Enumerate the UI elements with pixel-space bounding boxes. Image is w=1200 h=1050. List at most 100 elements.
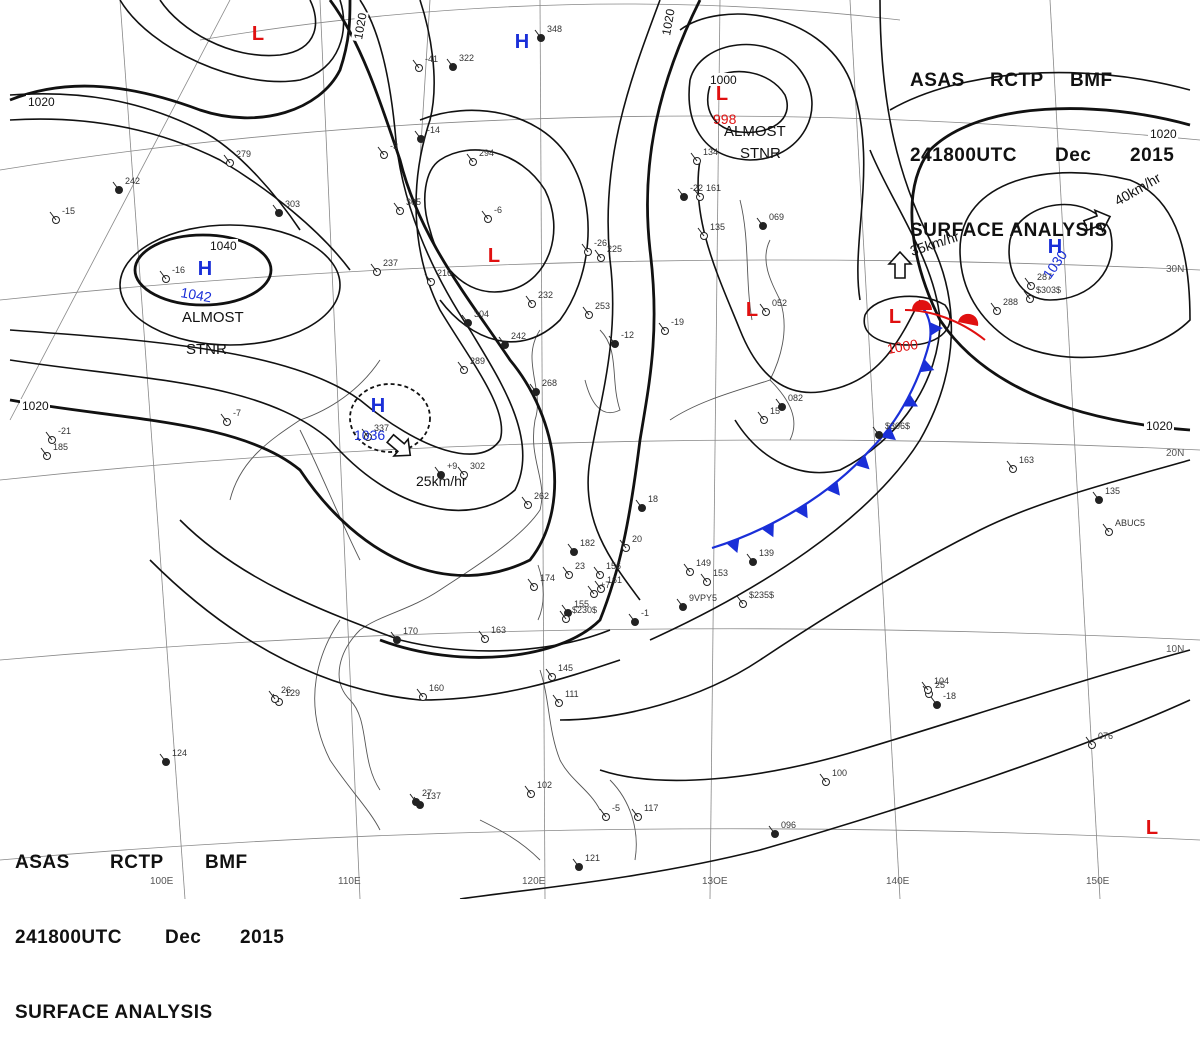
wind-barb [272,204,280,214]
high-center-h-north: H [515,31,529,53]
station-value: 225 [607,244,622,254]
wind-barb [567,543,575,553]
coastlines [229,199,795,861]
isobar-kam-2 [688,43,813,161]
wind-barb [159,270,167,280]
station-value: -19 [671,317,684,327]
wind-barb [594,249,602,259]
wind-barb [466,153,474,163]
low-center-l-mong: L [488,245,500,267]
wind-barb [1006,460,1014,470]
station-value: +7 [600,580,610,590]
speed-china-high: 25km/hr [416,473,467,489]
remark-kam-stnr: STNR [740,145,781,162]
station-value: 149 [696,558,711,568]
wind-barb [424,273,432,283]
station-value: 289 [470,356,485,366]
lon-label-100e: 100E [150,876,174,887]
isobar-mongol-2 [419,109,589,343]
remark-siberia-almost: ALMOST [182,309,244,326]
wind-barb [527,578,535,588]
wind-barb [529,383,537,393]
wind-barb [736,595,744,605]
lon-label-130e: 13OE [702,876,728,887]
isobar-west-1020 [9,0,557,577]
wind-barb [1024,277,1032,287]
isobar-south-1 [559,459,1191,721]
station-value: 25 [935,680,945,690]
station-value: -26 [594,238,607,248]
high-center-h-china: H [371,395,385,417]
isobar-west-a [9,0,524,512]
station-value: $230$ [572,605,597,615]
wind-barb [361,428,369,438]
header-product: SURFACE ANALYSIS [15,1002,213,1023]
isobar-label-bg [208,239,238,252]
header-agency: ASAS [910,70,965,91]
station-value: 153 [713,568,728,578]
remark-siberia-stnr: STNR [186,341,227,358]
motion-arrow-china-high [385,433,412,457]
station-value: 237 [383,258,398,268]
cold-front-triangle [794,503,808,519]
wind-barb [461,314,469,324]
station-value: 163 [1019,455,1034,465]
meridian-110e [319,0,361,899]
wind-barb [581,243,589,253]
wind-barb [412,59,420,69]
wind-barb [608,335,616,345]
china-coast [338,329,543,791]
station-value: 121 [585,853,600,863]
wind-barb [534,29,542,39]
station-value: 253 [595,301,610,311]
low-center-l-se: L [1146,817,1158,839]
wind-barb [572,858,580,868]
wind-barb [457,361,465,371]
station-value: 117 [644,803,658,813]
wind-barb [635,499,643,509]
header-office: RCTP [990,70,1044,91]
warm-front [904,300,986,341]
motion-arrows [385,208,1112,457]
station-value: 139 [759,548,774,558]
station-value: 124 [172,748,187,758]
warm-front-bump [912,300,932,310]
isobar-north-ring [9,93,301,231]
low-center-l-japan: L [746,299,758,321]
lon-label-120e: 120E [522,876,546,887]
header-time: 241800UTC [15,927,122,948]
graticule [0,0,1200,899]
wind-barb [594,580,602,590]
wind-barb [1023,290,1031,300]
wind-barb [683,563,691,573]
wind-barb [921,681,929,691]
low-center-l-nw: L [252,23,264,45]
station-value: 337 [374,423,389,433]
wind-barb [693,188,701,198]
station-markers [40,29,1113,871]
station-value: 134 [703,147,718,157]
parallel-10n [0,628,1200,661]
station-value: 145 [558,663,573,673]
meridian-extra [9,0,231,421]
station-value: 303 [285,199,300,209]
station-value: 232 [538,290,553,300]
station-value: 305 [406,197,421,207]
wind-barb [49,211,57,221]
station-value: 129 [285,688,300,698]
station-value: 9VPY5 [689,593,717,603]
center-pressure-l-kam: 998 [713,111,737,127]
isobar-kam-3 [679,13,865,301]
station-value: -5 [612,803,620,813]
motion-arrow-pacific-high [1082,208,1112,233]
station-value: +9 [447,461,457,471]
station-value: -3 [390,141,398,151]
header-code: BMF [1070,70,1113,91]
wind-barb [481,210,489,220]
isobars [9,0,1191,899]
isobar-south-2 [599,649,1191,782]
station-value: 262 [534,491,549,501]
isobar-label-bg [1144,419,1174,432]
station-value: 069 [769,212,784,222]
isobar-labels: 1020 1020 1020 1040 1000 1020 1020 1020 [20,6,1178,433]
